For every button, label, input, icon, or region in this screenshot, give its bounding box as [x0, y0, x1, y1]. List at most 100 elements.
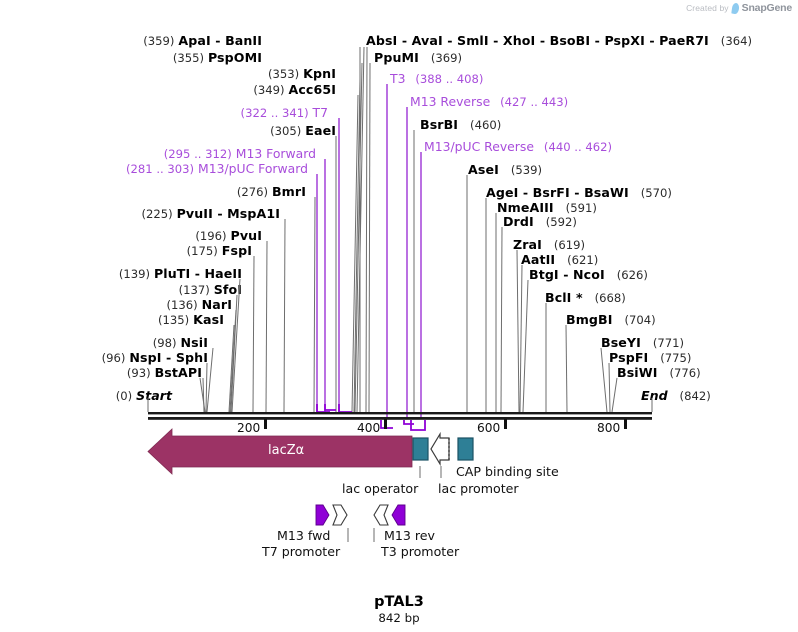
start-position: (0) [115, 389, 133, 403]
site-label-narI[interactable]: (136) NarI [166, 298, 232, 313]
primer-range: (281 .. 303) [126, 162, 195, 176]
site-label-apaI-banII[interactable]: (359) ApaI - BanII [143, 34, 262, 49]
start-marker-label[interactable]: (0) Start [115, 389, 172, 404]
site-position: (136) [166, 298, 198, 312]
feature-label-m13-rev: M13 rev [384, 528, 435, 543]
snapgene-watermark: Created by SnapGene [686, 2, 792, 14]
feature-m13-rev-arrow[interactable] [391, 504, 406, 526]
site-position: (592) [545, 215, 577, 229]
feature-t7-promoter-arrow[interactable] [332, 504, 348, 526]
backbone-strand-bottom [148, 417, 652, 420]
site-label-bseYI[interactable]: BseYI (771) [601, 336, 684, 351]
end-position: (842) [679, 389, 711, 403]
plasmid-name: pTAL3 [374, 594, 424, 610]
site-enzymes: NmeAIII [497, 200, 554, 215]
primer-label-m13-puc-reverse[interactable]: M13/pUC Reverse (440 .. 462) [424, 140, 612, 155]
site-position: (96) [101, 351, 126, 365]
site-label-bclI[interactable]: BclI * (668) [545, 290, 626, 306]
site-enzymes: PspOMI [207, 50, 262, 65]
site-label-pspOMI[interactable]: (355) PspOMI [173, 50, 262, 66]
primer-name: M13/pUC Forward [198, 161, 308, 176]
primer-name: T3 [390, 71, 406, 86]
site-label-bsrBI[interactable]: BsrBI (460) [420, 118, 502, 133]
site-enzymes: BclI * [545, 290, 583, 305]
feature-lac-promoter-arrow[interactable] [430, 431, 450, 467]
site-enzymes: BstAPI [154, 365, 202, 380]
primer-label-m13-puc-forward[interactable]: (281 .. 303) M13/pUC Forward [126, 161, 308, 177]
site-position: (137) [178, 283, 210, 297]
site-label-kasI[interactable]: (135) KasI [158, 312, 224, 328]
site-position: (135) [158, 313, 190, 327]
site-label-nmeAIII[interactable]: NmeAIII (591) [497, 200, 597, 216]
site-label-pluTI-haeII[interactable]: (139) PluTI - HaeII [118, 267, 242, 282]
primer-label-m13-forward[interactable]: (295 .. 312) M13 Forward [163, 147, 316, 162]
site-enzymes: AseI [468, 162, 499, 177]
site-enzymes: BmgBI [566, 312, 613, 327]
site-label-bstAPI[interactable]: (93) BstAPI [126, 365, 202, 381]
feature-label-m13-fwd: M13 fwd [277, 528, 331, 543]
site-label-acc65I[interactable]: (349) Acc65I [253, 83, 336, 98]
site-label-drdI[interactable]: DrdI (592) [503, 215, 577, 230]
site-position: (139) [118, 267, 150, 281]
site-position: (349) [253, 83, 285, 97]
site-label-ageI-bsrFI-bsaWI[interactable]: AgeI - BsrFI - BsaWI (570) [486, 186, 672, 201]
site-label-bmrI[interactable]: (276) BmrI [237, 185, 306, 200]
feature-lacZa-arrow[interactable] [147, 428, 413, 475]
site-label-aatII[interactable]: AatII (621) [521, 252, 599, 268]
primer-range: (295 .. 312) [163, 147, 232, 161]
feature-label-t3-promoter: T3 promoter [381, 544, 460, 559]
site-label-sfoI[interactable]: (137) SfoI [178, 283, 242, 298]
site-enzymes: AatII [521, 252, 556, 267]
ruler-tick-800: 800 [597, 421, 621, 435]
end-marker-label[interactable]: End (842) [641, 389, 711, 404]
site-label-bmgBI[interactable]: BmgBI (704) [566, 312, 656, 328]
site-position: (93) [126, 366, 151, 380]
site-label-pspFI[interactable]: PspFI (775) [609, 351, 692, 366]
feature-lac-operator-box[interactable] [412, 437, 429, 461]
primer-name: T7 [312, 105, 328, 120]
site-label-nspI-sphI[interactable]: (96) NspI - SphI [101, 350, 208, 366]
feature-label-t7-promoter: T7 promoter [262, 544, 341, 559]
feature-label-lacZa: lacZα [268, 443, 305, 458]
site-position: (196) [195, 229, 227, 243]
primer-range: (322 .. 341) [240, 106, 309, 120]
site-label-eaeI[interactable]: (305) EaeI [270, 124, 336, 139]
site-label-btgI-ncoI[interactable]: BtgI - NcoI (626) [529, 267, 648, 283]
site-position: (621) [567, 253, 599, 267]
primer-range: (440 .. 462) [543, 140, 612, 154]
site-label-pvuII-mspA1I[interactable]: (225) PvuII - MspA1I [141, 207, 280, 222]
primer-label-t3[interactable]: T3 (388 .. 408) [390, 71, 484, 87]
leader-lines-purple [316, 118, 340, 412]
site-label-zraI[interactable]: ZraI (619) [513, 238, 585, 253]
site-enzymes: BsiWI [617, 365, 658, 380]
site-label-bsiWI[interactable]: BsiWI (776) [617, 365, 701, 381]
site-position: (539) [510, 163, 543, 177]
primer-label-m13-reverse[interactable]: M13 Reverse (427 .. 443) [410, 95, 568, 110]
backbone-strand-top [148, 412, 652, 415]
site-position: (364) [720, 34, 752, 48]
site-position: (175) [186, 244, 218, 258]
watermark-prefix: Created by [686, 3, 729, 13]
feature-t3-promoter-arrow[interactable] [373, 504, 389, 526]
site-enzymes: BtgI - NcoI [529, 267, 605, 282]
site-label-pvuI[interactable]: (196) PvuI [195, 229, 262, 244]
primer-range: (388 .. 408) [415, 72, 484, 86]
ruler-ticks [264, 419, 627, 429]
site-label-kpnI[interactable]: (353) KpnI [268, 67, 336, 82]
site-position: (460) [470, 118, 502, 132]
site-label-fspI[interactable]: (175) FspI [186, 244, 252, 259]
site-position: (775) [660, 351, 692, 365]
site-label-aseI[interactable]: AseI (539) [468, 162, 543, 178]
site-enzymes: NspI - SphI [129, 350, 208, 365]
feature-cap-binding-site-box[interactable] [457, 437, 474, 461]
site-enzymes: KasI [193, 312, 224, 327]
site-label-ppuMI[interactable]: PpuMI (369) [374, 50, 462, 66]
primer-label-t7[interactable]: (322 .. 341) T7 [240, 105, 328, 121]
site-enzymes: PpuMI [374, 50, 419, 65]
site-label-nsiI[interactable]: (98) NsiI [153, 336, 208, 351]
site-position: (776) [669, 366, 701, 380]
site-position: (570) [640, 186, 672, 200]
feature-m13-fwd-arrow[interactable] [315, 504, 330, 526]
site-label-absI-group[interactable]: AbsI - AvaI - SmlI - XhoI - BsoBI - PspX… [366, 34, 752, 49]
